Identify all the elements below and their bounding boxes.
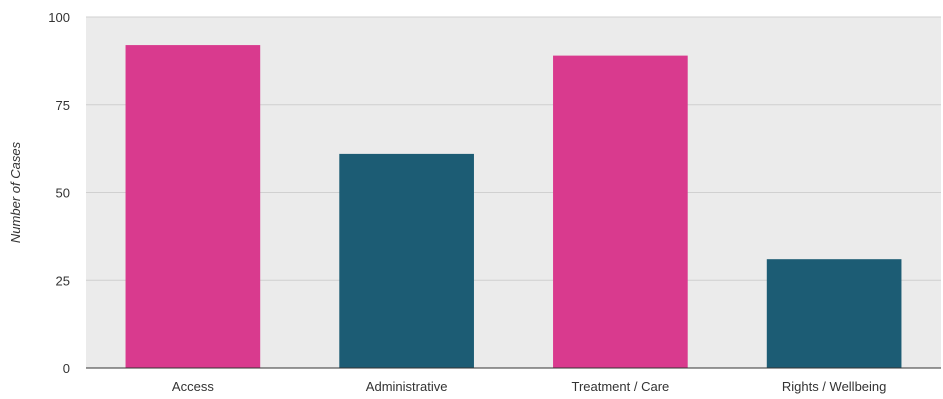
- y-tick-label: 0: [63, 361, 70, 376]
- y-tick-label: 25: [56, 273, 70, 288]
- x-tick-label: Administrative: [366, 379, 448, 394]
- y-tick-label: 100: [48, 10, 70, 25]
- bar-administrative: [339, 153, 474, 368]
- bar-access: [125, 45, 261, 369]
- x-tick-label: Rights / Wellbeing: [782, 379, 887, 394]
- bar-rights-wellbeing: [766, 259, 902, 368]
- x-tick-label: Treatment / Care: [571, 379, 669, 394]
- y-tick-labels: 0 25 50 75 100: [48, 10, 70, 376]
- bars: [86, 45, 941, 369]
- y-tick-label: 75: [56, 98, 70, 113]
- x-tick-labels: Access Administrative Treatment / Care Righ…: [172, 379, 886, 394]
- bar-treatment-care: [553, 55, 688, 369]
- y-axis-title: Number of Cases: [8, 141, 23, 243]
- x-tick-label: Access: [172, 379, 214, 394]
- y-tick-label: 50: [56, 186, 70, 201]
